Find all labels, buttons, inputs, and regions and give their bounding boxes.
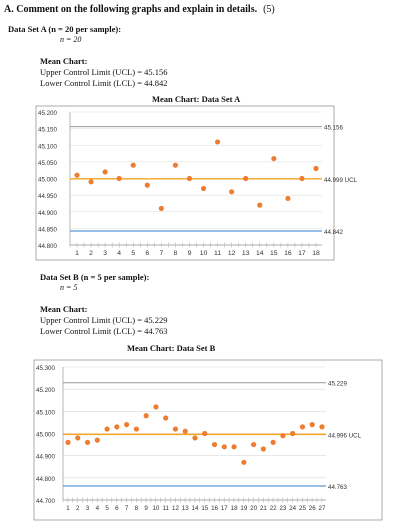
chart-a-y-tick: 44.950 (38, 193, 57, 200)
chart-a-y-tick: 45.200 (38, 110, 57, 117)
chart-a-x-tick: 7 (159, 250, 163, 257)
set-b-lcl-text: Lower Control Limit (LCL) = 44.763 (40, 326, 168, 336)
chart-a-x-tick: 1 (75, 250, 79, 257)
chart-a-x-tick: 15 (270, 250, 278, 257)
chart-a-x-tick: 6 (145, 250, 149, 257)
set-b-ucl-text: Upper Control Limit (UCL) = 45.229 (40, 315, 168, 325)
chart-a-point (116, 175, 122, 182)
chart-a-y-tick: 45.100 (38, 143, 57, 150)
chart-a-point (186, 175, 193, 182)
question-heading: A. Comment on the following graphs and e… (4, 4, 275, 15)
set-a-ucl-text: Upper Control Limit (UCL) = 45.156 (40, 67, 168, 77)
chart-a-frame (35, 105, 335, 261)
chart-a-point (158, 205, 164, 212)
question-points: (5) (263, 4, 275, 15)
chart-a-point (313, 165, 319, 172)
set-a-header: Data Set A (n = 20 per sample): (8, 24, 122, 34)
set-b-header: Data Set B (n = 5 per sample): (40, 272, 150, 282)
chart-a-point (271, 155, 277, 162)
chart-a-point (257, 202, 263, 208)
chart-a-x-tick: 11 (214, 250, 221, 257)
chart-a-x-tick: 8 (174, 250, 178, 257)
chart-a-point (130, 162, 136, 168)
chart-a-y-tick: 45.050 (38, 160, 57, 167)
chart-b-title: Mean Chart: Data Set B (127, 343, 216, 353)
chart-a-x-tick: 2 (89, 250, 93, 257)
chart-a-title: Mean Chart: Data Set A (152, 94, 241, 104)
chart-a-point (172, 162, 179, 168)
question-text: A. Comment on the following graphs and e… (4, 4, 258, 15)
chart-a-y-tick: 44.850 (38, 226, 57, 233)
chart-a-point (74, 172, 80, 178)
chart-a-x-tick: 14 (256, 250, 264, 257)
chart-a-y-tick: 45.150 (38, 127, 57, 134)
chart-a-x-tick: 16 (284, 250, 292, 257)
chart-a-point (200, 185, 207, 192)
chart-a-x-tick: 4 (117, 250, 121, 257)
set-a-n: n = 20 (60, 35, 82, 44)
chart-a-point (285, 195, 291, 202)
chart-a-x-tick: 17 (298, 250, 306, 257)
chart-a-ucl-label: 45.156 (324, 125, 343, 132)
chart-a-point (299, 175, 305, 182)
chart-a-point (229, 189, 235, 195)
set-a-mean-chart-label: Mean Chart: (40, 56, 88, 66)
chart-a-center-label: 44.999 UCL (324, 177, 358, 184)
chart-a-x-tick: 9 (188, 250, 192, 257)
chart-a-x-tick: 13 (242, 250, 250, 257)
chart-a-point (88, 179, 94, 185)
chart-a-y-tick: 45.000 (38, 177, 57, 184)
chart-a-x-tick: 5 (131, 250, 135, 257)
chart-a-point (102, 169, 108, 175)
chart-a-point (214, 139, 221, 145)
chart-a-lcl-label: 44.842 (324, 229, 343, 236)
set-a-lcl-text: Lower Control Limit (LCL) = 44.842 (40, 78, 168, 88)
chart-a-y-tick: 44.800 (38, 243, 57, 250)
chart-a-x-tick: 18 (312, 250, 320, 257)
chart-a-x-tick: 12 (228, 250, 236, 257)
chart-a-y-tick: 44.900 (38, 210, 57, 217)
chart-a-point (243, 175, 249, 182)
set-b-n: n = 5 (60, 283, 78, 292)
set-b-mean-chart-label: Mean Chart: (40, 304, 88, 314)
chart-a-x-tick: 3 (103, 250, 107, 257)
chart-a-point (144, 182, 150, 188)
chart-a-x-tick: 10 (200, 250, 208, 257)
